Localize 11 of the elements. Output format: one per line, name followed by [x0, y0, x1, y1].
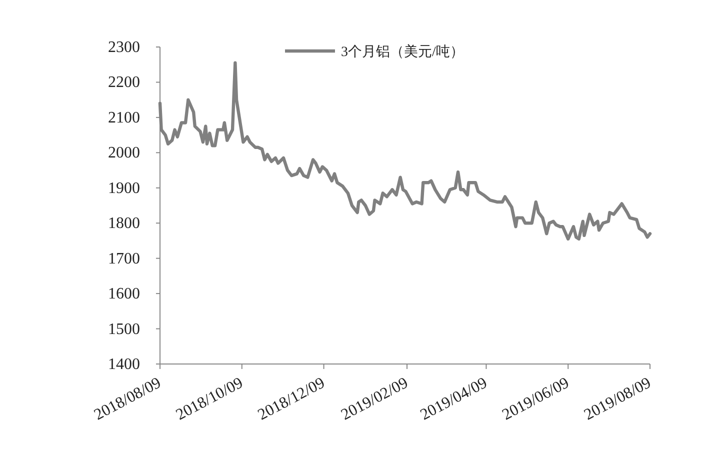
y-tick-label: 2200 — [108, 74, 140, 92]
y-tick-label: 1700 — [108, 250, 140, 268]
y-tick-label: 1500 — [108, 320, 140, 338]
y-tick-label: 2300 — [108, 39, 140, 56]
y-tick-label: 1800 — [108, 215, 140, 232]
legend-label: 3个月铝（美元/吨） — [341, 44, 464, 60]
y-tick-label: 2000 — [108, 144, 140, 162]
y-tick-label: 1900 — [108, 180, 140, 197]
y-tick-label: 2100 — [108, 109, 140, 126]
y-tick-label: 1600 — [108, 286, 140, 303]
y-tick-label: 1400 — [108, 356, 140, 373]
